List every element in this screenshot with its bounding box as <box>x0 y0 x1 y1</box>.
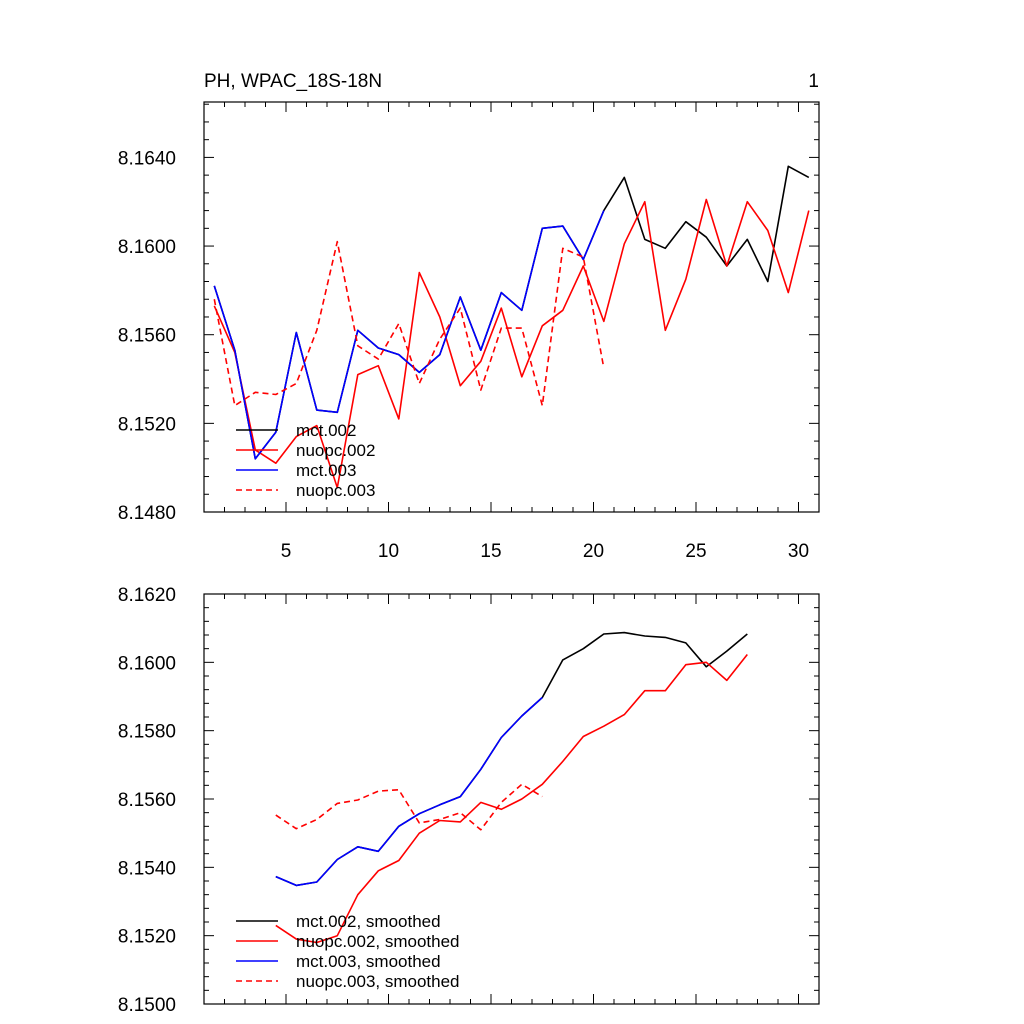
top-ytick-label: 8.1520 <box>118 414 176 435</box>
top-ticks: 5 10 15 20 25 30 8.1480 8.1520 8.1560 8.1600 8.164… <box>118 102 820 562</box>
top-ytick-label: 8.1640 <box>118 148 176 169</box>
top-series <box>213 165 810 489</box>
top-legend-label: nuopc.002 <box>296 441 375 460</box>
bottom-ytick-label: 8.1560 <box>118 790 176 811</box>
top-series-line-2 <box>213 210 605 460</box>
top-xtick-label: 10 <box>378 541 399 562</box>
top-xtick-label: 30 <box>788 541 809 562</box>
top-ytick-label: 8.1560 <box>118 326 176 347</box>
bottom-series-line-0 <box>275 631 748 887</box>
bottom-series-line-2 <box>275 696 543 887</box>
top-xtick-label: 15 <box>480 541 501 562</box>
top-legend-label: mct.002 <box>296 421 356 440</box>
top-panel: PH, WPAC_18S-18N 1 5 10 15 20 25 30 8.1480 8.15… <box>118 71 820 562</box>
top-xtick-label: 25 <box>685 541 706 562</box>
top-series-line-0 <box>213 165 810 460</box>
top-title-right: 1 <box>808 71 819 92</box>
top-legend-label: nuopc.003 <box>296 481 375 500</box>
bottom-legend-label: mct.002, smoothed <box>296 912 441 931</box>
bottom-ytick-label: 8.1580 <box>118 722 176 743</box>
top-series-line-1 <box>213 198 810 489</box>
bottom-ytick-label: 8.1600 <box>118 653 176 674</box>
top-xtick-label: 20 <box>583 541 604 562</box>
top-ytick-label: 8.1600 <box>118 237 176 258</box>
bottom-legend-label: nuopc.003, smoothed <box>296 972 460 991</box>
bottom-series <box>275 631 748 944</box>
bottom-legend-label: nuopc.002, smoothed <box>296 932 460 951</box>
bottom-ytick-label: 8.1620 <box>118 585 176 606</box>
top-title-left: PH, WPAC_18S-18N <box>204 71 382 92</box>
bottom-series-line-1 <box>275 654 748 944</box>
bottom-panel: 8.1500 8.1520 8.1540 8.1560 8.1580 8.1600 8.16… <box>118 585 820 1016</box>
bottom-series-line-3 <box>275 783 543 831</box>
top-series-line-3 <box>213 240 605 407</box>
bottom-ytick-label: 8.1540 <box>118 858 176 879</box>
top-ytick-label: 8.1480 <box>118 503 176 524</box>
top-legend-label: mct.003 <box>296 461 356 480</box>
bottom-ytick-label: 8.1500 <box>118 995 176 1016</box>
bottom-ytick-label: 8.1520 <box>118 927 176 948</box>
top-xtick-label: 5 <box>281 541 292 562</box>
bottom-ticks: 8.1500 8.1520 8.1540 8.1560 8.1580 8.1600 8.16… <box>118 585 820 1016</box>
bottom-legend-label: mct.003, smoothed <box>296 952 441 971</box>
